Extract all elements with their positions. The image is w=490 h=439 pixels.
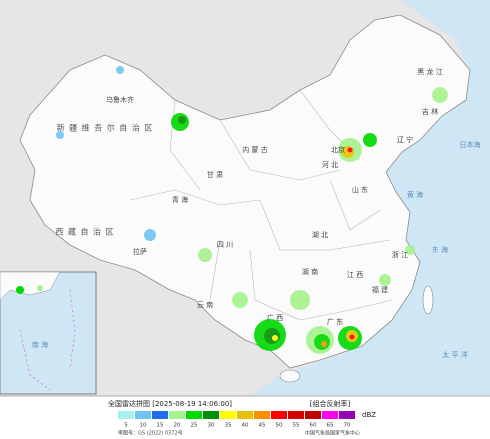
legend-unit: dBZ [362, 411, 376, 419]
city-label: 拉萨 [133, 247, 147, 256]
product: [组合反射率] [310, 399, 351, 408]
agency: 中国气象局国家气象中心 [305, 430, 360, 437]
legend-swatch [118, 411, 134, 419]
legend-label: 60 [310, 423, 317, 429]
region-label: 青 海 [172, 195, 188, 204]
sea-label: 南 海 [32, 340, 48, 349]
city-label: 北京 [331, 145, 345, 154]
legend-swatch [254, 411, 270, 419]
title: 全国雷达拼图 [2025-08-19 14:06:00] [108, 399, 232, 408]
region-label: 吉 林 [422, 107, 438, 116]
legend-label: 5 [124, 423, 128, 429]
legend-label: 30 [208, 423, 215, 429]
legend-swatch [305, 411, 321, 419]
region-label: 福 建 [372, 285, 388, 294]
legend-label: 50 [276, 423, 283, 429]
region-label: 河 北 [322, 161, 338, 169]
legend-label: 65 [327, 423, 334, 429]
legend-swatch [339, 411, 355, 419]
hainan [279, 369, 301, 383]
sea-label: 日本海 [460, 140, 481, 149]
legend-swatch [186, 411, 202, 419]
legend-swatch [237, 411, 253, 419]
legend-label: 35 [225, 423, 232, 429]
legend-label: 40 [242, 423, 249, 429]
region-label: 云 南 [197, 300, 213, 309]
region-label: 四 川 [217, 241, 233, 249]
approval: 审图号：GS (2022) 0372号 [118, 430, 183, 437]
radar-echoes [56, 66, 448, 354]
legend-label: 70 [344, 423, 351, 429]
legend-label: 45 [259, 423, 266, 429]
legend-label: 10 [140, 423, 147, 429]
region-label: 黑 龙 江 [417, 67, 442, 76]
region-label: 广 西 [267, 313, 283, 322]
legend-swatch [271, 411, 287, 419]
legend-swatch [220, 411, 236, 419]
china-land [19, 14, 471, 369]
region-label: 湖 北 [312, 230, 328, 239]
legend: 5 10 15 20 25 30 35 40 45 50 55 60 65 70 [118, 411, 355, 429]
legend-swatch [203, 411, 219, 419]
legend-swatch [322, 411, 338, 419]
city-label: 乌鲁木齐 [106, 95, 134, 104]
legend-label: 20 [174, 423, 181, 429]
sea-label: 东 海 [432, 245, 448, 254]
region-label: 浙 江 [392, 250, 408, 259]
legend-swatch [169, 411, 185, 419]
inset-south-china-sea [0, 271, 97, 395]
region-label: 广 东 [327, 317, 343, 326]
legend-swatch [288, 411, 304, 419]
legend-swatch [135, 411, 151, 419]
province-borders [129, 89, 393, 321]
region-label: 内 蒙 古 [242, 145, 267, 154]
region-label: 西 藏 自 治 区 [55, 227, 114, 237]
legend-label: 25 [191, 423, 198, 429]
sea-label: 太 平 洋 [442, 350, 467, 359]
region-label: 新 疆 维 吾 尔 自 治 区 [57, 123, 154, 133]
legend-swatch [152, 411, 168, 419]
taiwan [422, 285, 434, 315]
region-label: 江 西 [347, 271, 363, 279]
region-label: 湖 南 [302, 267, 318, 276]
legend-label: 15 [157, 423, 164, 429]
region-label: 山 东 [352, 185, 368, 194]
region-label: 辽 宁 [397, 135, 413, 144]
region-label: 甘 肃 [207, 170, 223, 179]
sea-label: 黄 海 [407, 190, 423, 199]
legend-label: 55 [293, 423, 300, 429]
